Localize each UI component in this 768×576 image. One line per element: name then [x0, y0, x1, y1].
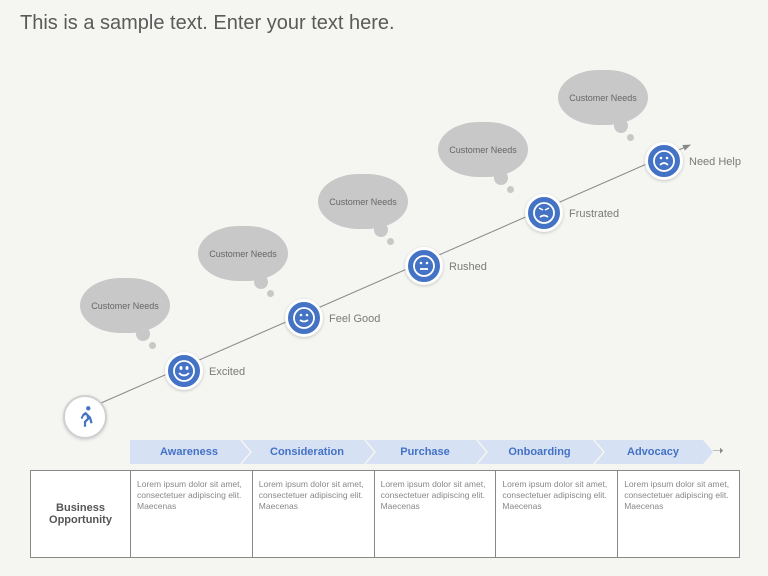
- speech-bubble: Customer Needs: [438, 122, 528, 177]
- table-row-label: Business Opportunity: [31, 471, 131, 557]
- emotion-node-sad: [645, 142, 683, 180]
- node-label: Frustrated: [569, 208, 619, 220]
- stage-purchase: Purchase: [366, 440, 476, 464]
- node-label: Rushed: [449, 261, 487, 273]
- table-cell: Lorem ipsum dolor sit amet, consectetuer…: [131, 471, 253, 557]
- page-title: This is a sample text. Enter your text h…: [20, 12, 395, 35]
- speech-bubble: Customer Needs: [318, 174, 408, 229]
- stage-onboarding: Onboarding: [478, 440, 593, 464]
- runner-icon: [63, 395, 107, 439]
- stage-consideration: Consideration: [242, 440, 364, 464]
- node-label: Need Help: [689, 156, 741, 168]
- trend-line: [0, 60, 768, 480]
- table-cell: Lorem ipsum dolor sit amet, consectetuer…: [496, 471, 618, 557]
- speech-bubble: Customer Needs: [80, 278, 170, 333]
- stage-advocacy: Advocacy: [595, 440, 703, 464]
- speech-bubble: Customer Needs: [558, 70, 648, 125]
- stage-arrow-icon: ➝: [712, 442, 724, 459]
- table-cell: Lorem ipsum dolor sit amet, consectetuer…: [618, 471, 739, 557]
- emotion-node-frustrated: [525, 194, 563, 232]
- journey-diagram: Customer Needs Customer Needs Customer Nee…: [0, 60, 768, 420]
- stages-row: AwarenessConsiderationPurchaseOnboarding…: [130, 440, 703, 464]
- table-cell: Lorem ipsum dolor sit amet, consectetuer…: [253, 471, 375, 557]
- opportunity-table: Business Opportunity Lorem ipsum dolor s…: [30, 470, 740, 558]
- table-cell: Lorem ipsum dolor sit amet, consectetuer…: [375, 471, 497, 557]
- emotion-node-excited: [165, 352, 203, 390]
- emotion-node-neutral: [405, 247, 443, 285]
- speech-bubble: Customer Needs: [198, 226, 288, 281]
- node-label: Feel Good: [329, 313, 380, 325]
- stage-awareness: Awareness: [130, 440, 240, 464]
- emotion-node-happy: [285, 299, 323, 337]
- node-label: Excited: [209, 366, 245, 378]
